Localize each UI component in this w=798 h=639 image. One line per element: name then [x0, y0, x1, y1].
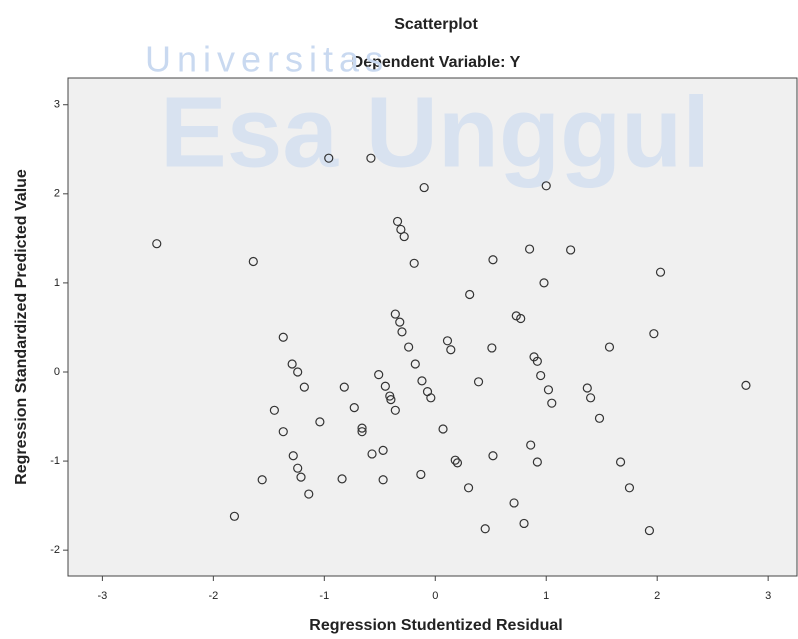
point [452, 458, 463, 468]
watermark: Universitas [145, 39, 389, 80]
point [278, 427, 288, 437]
point [536, 370, 546, 381]
point [655, 267, 666, 277]
point [397, 327, 407, 337]
point [450, 455, 460, 465]
point [315, 417, 325, 427]
point [357, 423, 367, 433]
point [337, 474, 347, 484]
x-axis-label: Regression Studentized Residual [309, 617, 562, 634]
point [566, 245, 576, 255]
point [446, 345, 456, 355]
point [339, 382, 349, 392]
point [293, 463, 303, 473]
point [644, 525, 655, 536]
point [524, 244, 535, 254]
point [487, 343, 497, 353]
point [357, 427, 367, 437]
y-tick-label: -2 [50, 544, 60, 556]
point [741, 380, 751, 390]
point [296, 472, 306, 482]
x-tick-label: 0 [432, 590, 438, 602]
point [547, 398, 557, 408]
x-tick-label: 2 [654, 590, 660, 602]
point [304, 489, 314, 499]
point [404, 342, 414, 352]
point [378, 445, 388, 455]
point [269, 405, 279, 415]
point [526, 440, 536, 450]
x-tick-label: -2 [208, 590, 218, 602]
point [480, 524, 490, 534]
point [438, 424, 448, 434]
point [374, 370, 384, 380]
chart-title: Scatterplot [394, 16, 478, 33]
point [287, 359, 297, 369]
y-tick-label: 2 [54, 188, 60, 200]
point [349, 403, 359, 413]
point [649, 329, 659, 339]
x-tick-label: -1 [319, 590, 329, 602]
point [586, 393, 596, 403]
x-tick-label: -3 [98, 590, 108, 602]
x-tick-label: 3 [765, 590, 771, 602]
y-axis-label: Regression Standardized Predicted Value [13, 169, 30, 485]
point [541, 181, 551, 191]
point [532, 356, 542, 366]
point [511, 311, 521, 321]
chart-subtitle: Dependent Variable: Y [352, 54, 521, 71]
point [257, 475, 267, 485]
y-tick-label: 0 [54, 366, 60, 378]
point [543, 385, 554, 395]
point [473, 377, 484, 387]
y-tick-label: -1 [50, 455, 60, 467]
point [516, 313, 526, 324]
point [152, 239, 162, 249]
point [278, 332, 288, 342]
point [416, 469, 426, 480]
point [465, 289, 475, 300]
watermark: Esa Unggul [160, 76, 710, 188]
point [463, 483, 474, 493]
point [395, 317, 405, 327]
point [324, 153, 334, 163]
point [532, 457, 542, 467]
point [399, 231, 409, 242]
point [229, 511, 240, 521]
point [488, 255, 498, 265]
point [366, 153, 376, 163]
point [392, 216, 403, 227]
point [417, 376, 427, 386]
y-tick-label: 1 [54, 277, 60, 289]
point [604, 342, 615, 352]
point [378, 475, 388, 485]
point [615, 457, 626, 467]
point [409, 258, 419, 268]
point [419, 182, 429, 193]
point [624, 483, 635, 493]
point [386, 395, 396, 405]
point [442, 336, 453, 346]
point [582, 383, 592, 393]
point [519, 518, 529, 529]
point [509, 498, 519, 508]
point [293, 367, 303, 377]
point [390, 309, 400, 319]
point [390, 405, 400, 415]
x-tick-label: 1 [543, 590, 549, 602]
point [367, 449, 377, 459]
point [380, 381, 390, 391]
point [299, 382, 309, 392]
point [288, 451, 298, 461]
point [410, 359, 420, 369]
point [426, 393, 436, 403]
point [488, 451, 498, 461]
plot-area [67, 77, 798, 577]
point [594, 413, 605, 423]
point [539, 278, 549, 288]
y-tick-label: 3 [54, 99, 60, 111]
point [248, 256, 258, 267]
